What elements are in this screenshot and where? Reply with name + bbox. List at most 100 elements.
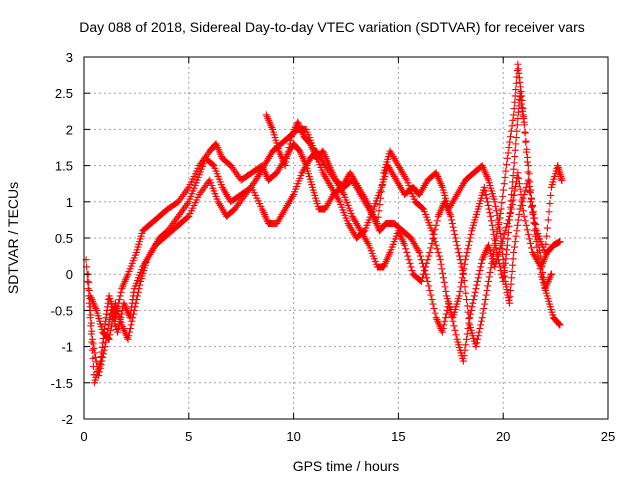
- data-point: [377, 194, 385, 202]
- data-point: [432, 221, 440, 229]
- data-point: [106, 331, 114, 339]
- data-point: [513, 173, 521, 181]
- y-tick-label: 2: [66, 122, 73, 137]
- data-point: [458, 274, 466, 282]
- data-point: [510, 105, 518, 113]
- data-point: [503, 161, 511, 169]
- data-point: [448, 220, 456, 228]
- data-point: [467, 306, 475, 314]
- data-point: [477, 263, 485, 271]
- data-point: [525, 235, 533, 243]
- data-point: [487, 212, 495, 220]
- data-point: [475, 328, 483, 336]
- data-point: [521, 187, 529, 195]
- data-point: [514, 108, 522, 116]
- y-tick-label: -0.5: [51, 303, 73, 318]
- data-point: [483, 198, 491, 206]
- data-point: [101, 343, 109, 351]
- data-point: [425, 282, 433, 290]
- data-point: [508, 205, 516, 213]
- data-point: [209, 161, 217, 169]
- data-point: [522, 221, 530, 229]
- data-point: [535, 241, 543, 249]
- data-point: [455, 252, 463, 260]
- data-point: [512, 232, 520, 240]
- data-point: [454, 245, 462, 253]
- data-point: [285, 144, 293, 151]
- data-point: [134, 288, 142, 296]
- data-point: [504, 229, 512, 237]
- data-point: [442, 310, 450, 318]
- data-point: [487, 217, 495, 225]
- data-point: [416, 252, 424, 260]
- data-point: [453, 241, 461, 249]
- data-point: [538, 263, 546, 271]
- data-point: [462, 289, 470, 297]
- data-point: [126, 325, 134, 332]
- data-point: [496, 263, 504, 271]
- data-point: [486, 209, 494, 217]
- data-point: [92, 353, 100, 361]
- data-point: [463, 296, 471, 304]
- x-tick-label: 0: [80, 429, 87, 444]
- data-point: [456, 287, 464, 295]
- data-point: [282, 158, 290, 166]
- data-point: [130, 306, 138, 314]
- data-point: [511, 153, 519, 161]
- data-point: [487, 264, 495, 272]
- data-point: [505, 144, 513, 151]
- data-point: [431, 309, 439, 317]
- data-point: [463, 330, 471, 338]
- data-point: [430, 234, 438, 242]
- data-point: [543, 232, 551, 240]
- data-point: [534, 236, 542, 244]
- data-point: [498, 274, 506, 282]
- data-point: [512, 86, 520, 94]
- data-point: [438, 265, 446, 273]
- data-point: [90, 344, 98, 352]
- data-point: [509, 261, 517, 269]
- data-point: [468, 303, 476, 311]
- data-point: [484, 201, 492, 209]
- y-tick-label: 2.5: [55, 86, 73, 101]
- data-point: [438, 328, 446, 336]
- data-point: [95, 368, 103, 376]
- data-point: [286, 140, 294, 148]
- data-point: [473, 281, 481, 289]
- data-point: [508, 184, 516, 192]
- data-point: [437, 260, 445, 268]
- data-point: [436, 256, 444, 264]
- data-point: [474, 332, 482, 340]
- data-point: [469, 299, 477, 307]
- data-point: [184, 213, 192, 221]
- data-point: [481, 300, 489, 308]
- data-point: [442, 314, 450, 322]
- data-point: [431, 238, 439, 246]
- data-point: [424, 256, 432, 264]
- data-point: [455, 292, 463, 300]
- data-point: [472, 343, 480, 351]
- data-point: [483, 286, 491, 294]
- data-point: [92, 358, 100, 366]
- data-point: [533, 230, 541, 238]
- data-point: [283, 154, 291, 162]
- data-point: [126, 328, 134, 336]
- data-point: [542, 240, 550, 248]
- data-point: [507, 280, 515, 288]
- data-point: [433, 217, 441, 225]
- data-point: [417, 277, 425, 285]
- data-point: [464, 245, 472, 253]
- data-point: [524, 230, 532, 238]
- data-point: [529, 209, 537, 217]
- data-point: [480, 305, 488, 313]
- data-point: [87, 319, 95, 327]
- data-point: [131, 303, 139, 311]
- data-point: [485, 205, 493, 213]
- data-point: [516, 185, 524, 193]
- data-point: [457, 283, 465, 291]
- data-point: [521, 217, 529, 225]
- y-tick-label: -2: [61, 412, 73, 427]
- data-point: [493, 211, 501, 219]
- data-point: [128, 317, 136, 325]
- y-tick-label: 1.5: [55, 159, 73, 174]
